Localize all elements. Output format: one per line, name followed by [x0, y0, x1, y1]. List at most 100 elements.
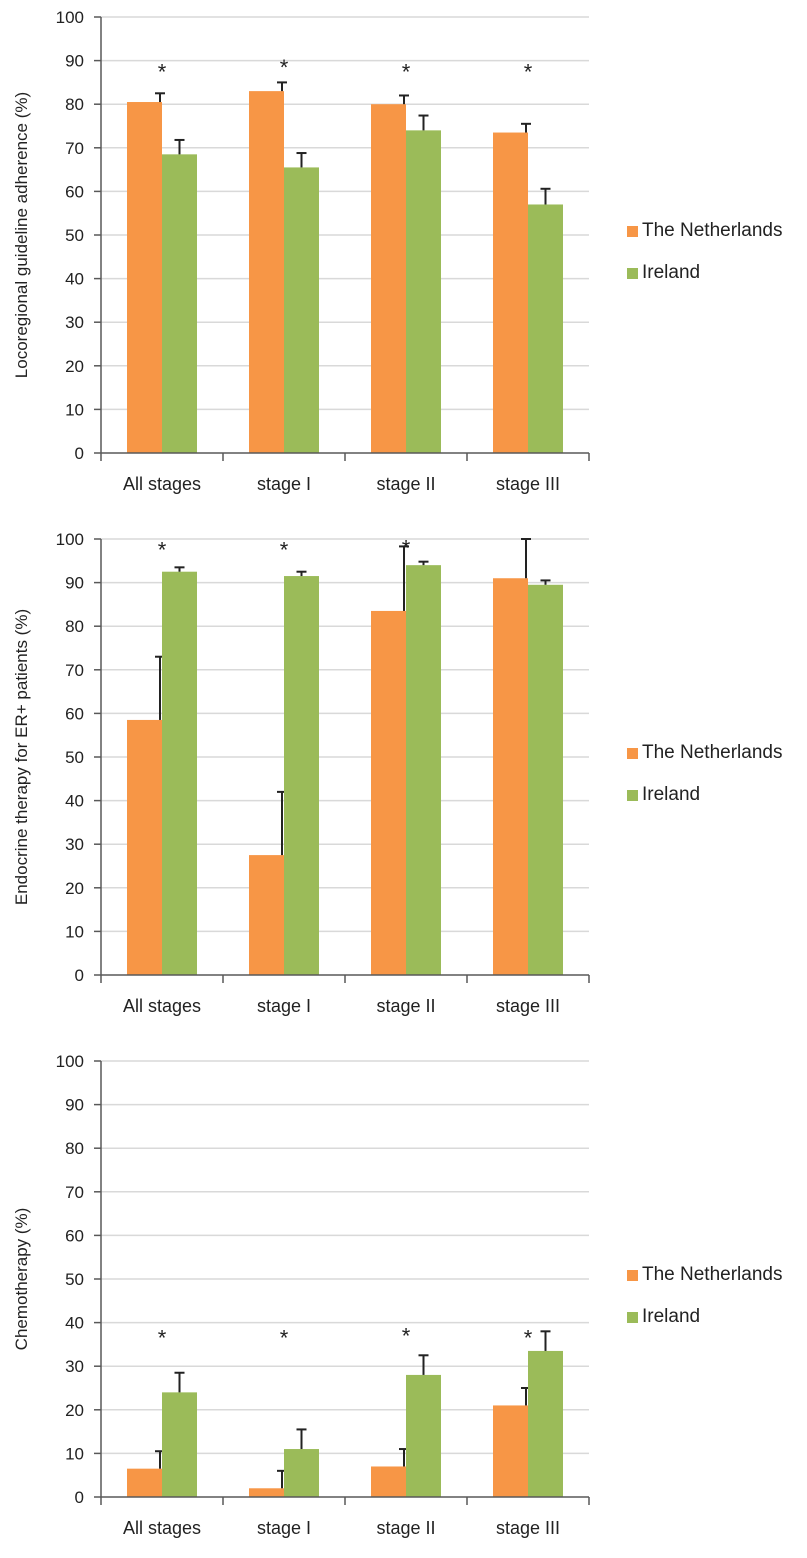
bar-ireland-stage-ii	[406, 1374, 441, 1497]
x-tick-label-all-stages: All stages	[123, 474, 201, 494]
y-tick-label-30: 30	[65, 835, 84, 854]
legend-label-ireland: Ireland	[642, 262, 701, 283]
legend-item-ireland: Ireland	[627, 262, 782, 284]
y-tick-label-0: 0	[75, 444, 84, 463]
y-tick-label-60: 60	[65, 1226, 84, 1245]
y-tick-label-90: 90	[65, 1096, 84, 1115]
x-tick-label-stage-iii: stage III	[496, 996, 560, 1016]
y-tick-label-50: 50	[65, 1270, 84, 1289]
y-tick-label-10: 10	[65, 922, 84, 941]
x-tick-label-stage-ii: stage II	[376, 996, 435, 1016]
legend-item-ireland: Ireland	[627, 784, 782, 806]
x-tick-label-stage-iii: stage III	[496, 1518, 560, 1538]
x-tick-label-all-stages: All stages	[123, 1518, 201, 1538]
y-tick-label-80: 80	[65, 1139, 84, 1158]
legend-swatch-netherlands	[627, 747, 638, 759]
bar-netherlands-stage-i	[249, 1488, 284, 1497]
bar-ireland-stage-ii	[406, 130, 441, 454]
significance-marker-all-stages: *	[158, 1326, 167, 1351]
legend: The Netherlands Ireland	[627, 220, 782, 304]
legend-swatch-ireland	[627, 1311, 638, 1323]
x-tick-label-stage-ii: stage II	[376, 474, 435, 494]
legend-swatch-ireland	[627, 267, 638, 279]
y-tick-label-30: 30	[65, 313, 84, 332]
legend-swatch-netherlands	[627, 1269, 638, 1281]
y-tick-label-100: 100	[56, 530, 84, 549]
chart-panel-locoregional: Locoregional guideline adherence (%) 0 10…	[0, 0, 807, 514]
y-tick-label-20: 20	[65, 1401, 84, 1420]
legend-label-netherlands: The Netherlands	[642, 742, 783, 763]
legend: The Netherlands Ireland	[627, 1264, 782, 1348]
y-tick-label-10: 10	[65, 1444, 84, 1463]
x-tick-label-stage-ii: stage II	[376, 1518, 435, 1538]
bar-netherlands-stage-i	[249, 91, 284, 454]
y-tick-label-80: 80	[65, 617, 84, 636]
bar-ireland-all-stages	[162, 1392, 197, 1497]
y-tick-label-100: 100	[56, 1052, 84, 1071]
legend-label-netherlands: The Netherlands	[642, 220, 783, 241]
x-tick-label-stage-i: stage I	[257, 474, 311, 494]
bar-netherlands-stage-ii	[371, 104, 406, 453]
significance-marker-stage-i: *	[280, 538, 289, 563]
bar-chart-svg: 0 10 20 30 40 50 60 70 80 90 100 All stages stage I s…	[56, 8, 590, 494]
bar-netherlands-stage-iii	[493, 578, 528, 975]
y-tick-label-60: 60	[65, 704, 84, 723]
y-tick-label-60: 60	[65, 182, 84, 201]
x-tick-label-all-stages: All stages	[123, 996, 201, 1016]
bar-netherlands-all-stages	[127, 719, 162, 975]
y-tick-label-20: 20	[65, 879, 84, 898]
legend-label-ireland: Ireland	[642, 784, 701, 805]
y-tick-label-50: 50	[65, 226, 84, 245]
bar-netherlands-all-stages	[127, 102, 162, 454]
legend-item-netherlands: The Netherlands	[627, 220, 782, 242]
y-tick-label-30: 30	[65, 1357, 84, 1376]
legend-item-ireland: Ireland	[627, 1306, 782, 1328]
y-tick-label-40: 40	[65, 792, 84, 811]
y-tick-label-90: 90	[65, 574, 84, 593]
chart-panel-endocrine: Endocrine therapy for ER+ patients (%) 0…	[0, 522, 807, 1036]
legend-swatch-netherlands	[627, 225, 638, 237]
y-tick-label-0: 0	[75, 1488, 84, 1507]
bar-ireland-stage-i	[284, 576, 319, 975]
bar-netherlands-stage-ii	[371, 610, 406, 975]
bar-netherlands-stage-iii	[493, 132, 528, 454]
legend-swatch-ireland	[627, 789, 638, 801]
y-tick-label-70: 70	[65, 661, 84, 680]
significance-marker-stage-i: *	[280, 55, 289, 80]
significance-marker-all-stages: *	[158, 59, 167, 84]
bar-netherlands-stage-iii	[493, 1405, 528, 1497]
significance-marker-stage-i: *	[280, 1326, 289, 1351]
bar-ireland-stage-ii	[406, 565, 441, 975]
x-tick-label-stage-i: stage I	[257, 1518, 311, 1538]
bar-ireland-stage-i	[284, 1449, 319, 1497]
x-tick-label-stage-i: stage I	[257, 996, 311, 1016]
legend-label-ireland: Ireland	[642, 1306, 701, 1327]
significance-marker-stage-ii: *	[402, 1324, 411, 1349]
y-tick-label-90: 90	[65, 52, 84, 71]
bar-netherlands-all-stages	[127, 1468, 162, 1497]
bar-ireland-all-stages	[162, 154, 197, 453]
significance-marker-stage-ii: *	[402, 536, 411, 561]
legend-label-netherlands: The Netherlands	[642, 1264, 783, 1285]
bar-ireland-stage-iii	[528, 584, 563, 975]
bar-chart-svg: 0 10 20 30 40 50 60 70 80 90 100 All stages stage I s…	[56, 1052, 590, 1538]
y-tick-label-70: 70	[65, 1183, 84, 1202]
legend: The Netherlands Ireland	[627, 742, 782, 826]
significance-marker-all-stages: *	[158, 538, 167, 563]
bar-netherlands-stage-i	[249, 855, 284, 975]
y-tick-label-10: 10	[65, 400, 84, 419]
significance-marker-stage-iii: *	[524, 59, 533, 84]
y-tick-label-40: 40	[65, 270, 84, 289]
y-tick-label-0: 0	[75, 966, 84, 985]
y-tick-label-70: 70	[65, 139, 84, 158]
legend-item-netherlands: The Netherlands	[627, 1264, 782, 1286]
legend-item-netherlands: The Netherlands	[627, 742, 782, 764]
bar-ireland-stage-i	[284, 167, 319, 454]
y-tick-label-50: 50	[65, 748, 84, 767]
y-tick-label-20: 20	[65, 357, 84, 376]
significance-marker-stage-iii: *	[524, 1326, 533, 1351]
y-tick-label-80: 80	[65, 95, 84, 114]
bar-netherlands-stage-ii	[371, 1466, 406, 1497]
bar-chart-svg: 0 10 20 30 40 50 60 70 80 90 100 All stages stage I s…	[56, 530, 590, 1016]
bar-ireland-stage-iii	[528, 204, 563, 453]
